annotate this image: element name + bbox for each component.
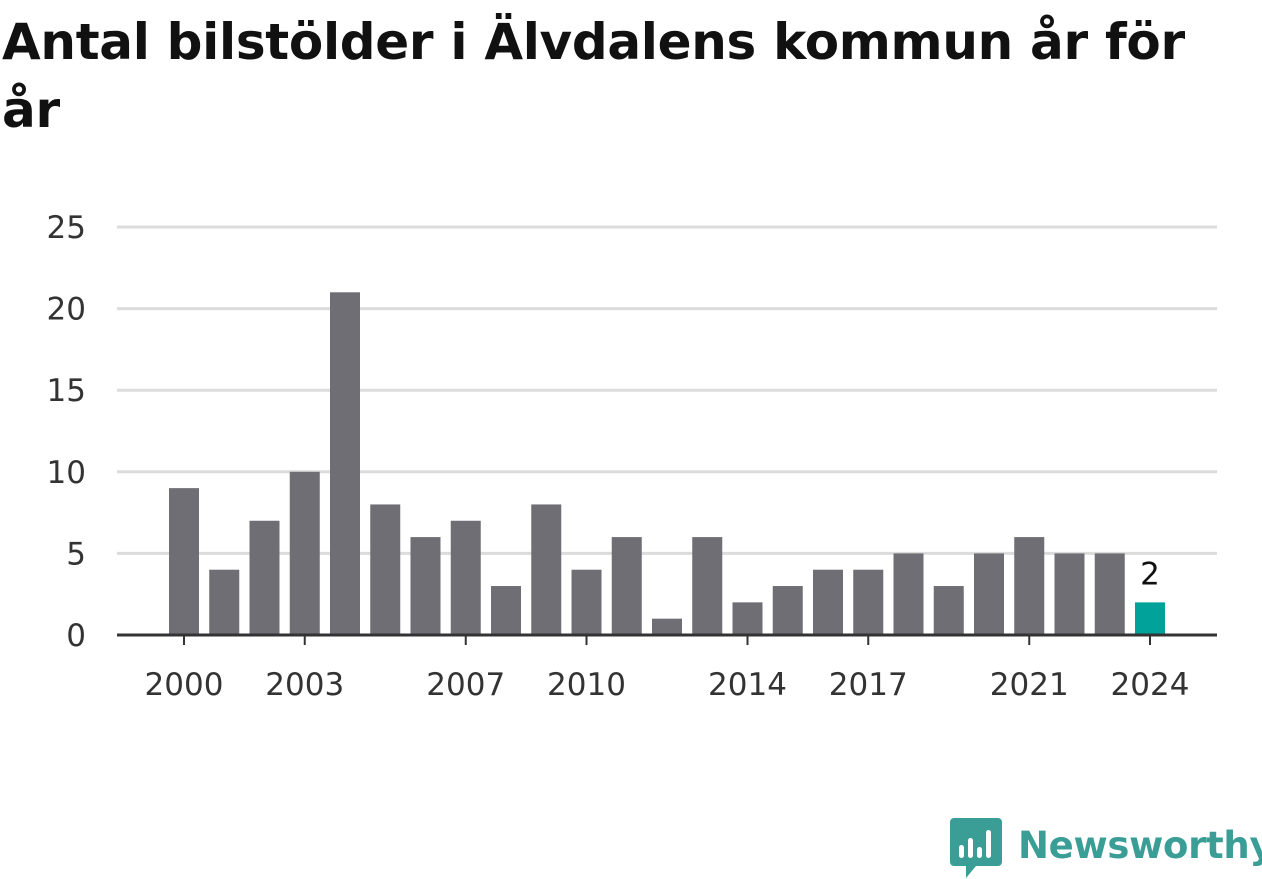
x-tick-label: 2000 — [145, 667, 224, 703]
bar-2008 — [491, 586, 521, 635]
bar-2024 — [1135, 602, 1165, 635]
bar-2007 — [450, 520, 481, 635]
bar-2006 — [410, 537, 441, 635]
y-tick-label: 15 — [47, 373, 86, 409]
brand-name: Newsworthy — [1018, 823, 1262, 867]
x-tick-label: 2024 — [1111, 667, 1190, 703]
bar-2017 — [853, 569, 884, 635]
bar-2012 — [652, 618, 682, 635]
x-tick-label: 2021 — [990, 667, 1069, 703]
bar-2014 — [732, 602, 763, 635]
bar-2011 — [611, 537, 642, 635]
chart-title: Antal bilstölder i Älvdalens kommun år f… — [2, 13, 1185, 139]
bar-2001 — [209, 569, 240, 635]
bar-2023 — [1094, 553, 1125, 635]
bars — [169, 292, 1165, 635]
bar-2004 — [330, 292, 360, 635]
bar-2013 — [692, 537, 723, 635]
bar-2019 — [933, 586, 964, 635]
y-tick-label: 0 — [66, 618, 86, 654]
y-tick-label: 5 — [66, 536, 86, 572]
gridlines — [117, 225, 1217, 555]
bar-2010 — [571, 569, 602, 635]
bar-2002 — [249, 520, 280, 635]
bar-2021 — [1014, 537, 1045, 635]
bar-2003 — [289, 471, 320, 635]
y-tick-label: 20 — [47, 292, 86, 328]
brand-logo: Newsworthy — [950, 818, 1262, 878]
x-tick-label: 2010 — [547, 667, 626, 703]
x-tick-label: 2003 — [265, 667, 344, 703]
bar-2000 — [169, 488, 199, 635]
bar-2022 — [1054, 553, 1085, 635]
bar-2009 — [531, 504, 562, 635]
x-tick-label: 2017 — [829, 667, 908, 703]
bar-2016 — [813, 569, 843, 635]
newsworthy-chart-bubble-icon — [950, 818, 1002, 878]
bar-2005 — [370, 504, 401, 635]
bar-2015 — [772, 586, 803, 635]
y-tick-label: 10 — [47, 455, 86, 491]
bar-2020 — [974, 553, 1004, 635]
x-tick-label: 2014 — [708, 667, 787, 703]
axes — [117, 633, 1217, 645]
labels: 0 5 10 15 20 25 2 2000 2003 2007 2010 2014 2017 2021 2… — [47, 210, 1190, 703]
data-label-2024: 2 — [1140, 556, 1160, 592]
bar-2018 — [893, 553, 924, 635]
y-tick-label: 25 — [47, 210, 86, 246]
x-tick-label: 2007 — [426, 667, 505, 703]
